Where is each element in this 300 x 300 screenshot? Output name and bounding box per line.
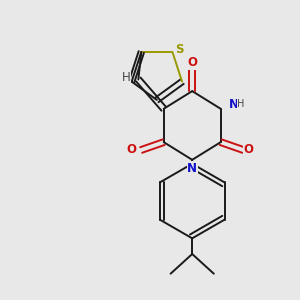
Text: O: O	[126, 143, 136, 157]
Text: S: S	[176, 43, 184, 56]
Text: H: H	[122, 71, 130, 84]
Text: O: O	[243, 143, 253, 157]
Text: N: N	[187, 162, 197, 175]
Text: O: O	[187, 56, 197, 69]
Text: H: H	[237, 99, 245, 109]
Text: N: N	[229, 98, 238, 111]
